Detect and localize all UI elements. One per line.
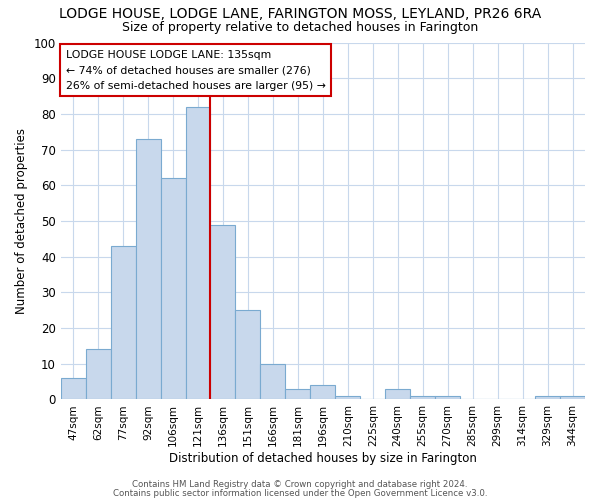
Text: Size of property relative to detached houses in Farington: Size of property relative to detached ho… xyxy=(122,21,478,34)
Bar xyxy=(235,310,260,400)
Bar xyxy=(310,385,335,400)
Y-axis label: Number of detached properties: Number of detached properties xyxy=(15,128,28,314)
Bar xyxy=(185,107,211,400)
Bar xyxy=(385,388,410,400)
Bar xyxy=(161,178,185,400)
X-axis label: Distribution of detached houses by size in Farington: Distribution of detached houses by size … xyxy=(169,452,477,465)
Bar xyxy=(335,396,360,400)
Bar xyxy=(211,224,235,400)
Bar xyxy=(260,364,286,400)
Text: LODGE HOUSE LODGE LANE: 135sqm
← 74% of detached houses are smaller (276)
26% of: LODGE HOUSE LODGE LANE: 135sqm ← 74% of … xyxy=(66,50,326,91)
Text: Contains public sector information licensed under the Open Government Licence v3: Contains public sector information licen… xyxy=(113,488,487,498)
Bar xyxy=(286,388,310,400)
Bar xyxy=(560,396,585,400)
Bar xyxy=(136,139,161,400)
Bar xyxy=(86,350,110,400)
Text: Contains HM Land Registry data © Crown copyright and database right 2024.: Contains HM Land Registry data © Crown c… xyxy=(132,480,468,489)
Bar xyxy=(435,396,460,400)
Bar xyxy=(110,246,136,400)
Bar xyxy=(61,378,86,400)
Bar xyxy=(410,396,435,400)
Text: LODGE HOUSE, LODGE LANE, FARINGTON MOSS, LEYLAND, PR26 6RA: LODGE HOUSE, LODGE LANE, FARINGTON MOSS,… xyxy=(59,8,541,22)
Bar xyxy=(535,396,560,400)
